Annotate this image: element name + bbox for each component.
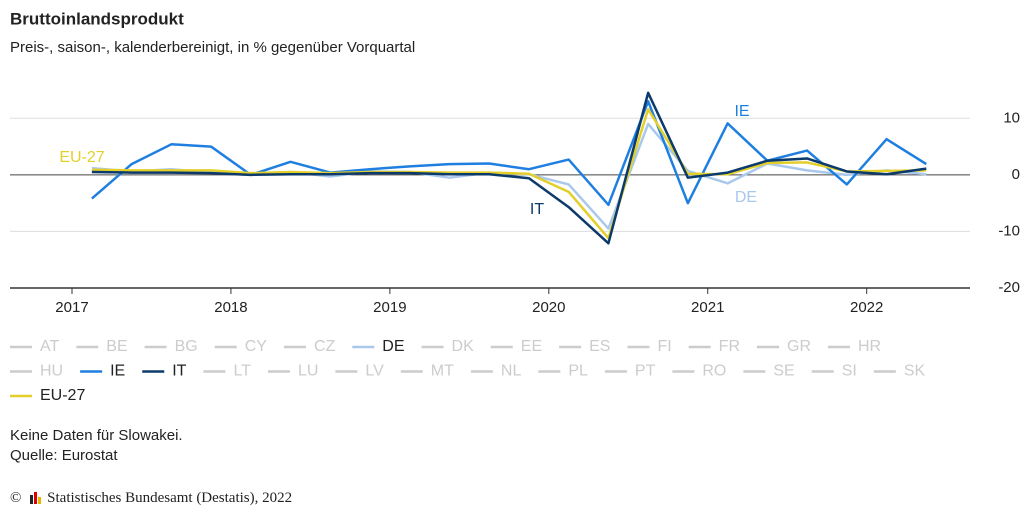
chart-title: Bruttoinlandsprodukt [10, 9, 184, 28]
series-line [91, 107, 927, 240]
series-label: DE [735, 189, 757, 206]
legend-label: SK [904, 363, 926, 380]
series-label: IT [530, 201, 544, 218]
series-label: EU-27 [59, 149, 104, 166]
legend-label: SI [842, 363, 857, 380]
y-tick-label: -10 [998, 222, 1020, 239]
legend-label: FR [719, 338, 740, 355]
legend-label: HU [40, 363, 63, 380]
legend-label: LU [298, 363, 318, 380]
legend-label: ES [589, 338, 610, 355]
legend-label: PL [568, 363, 588, 380]
x-tick-label: 2017 [55, 299, 88, 316]
copyright: © Statistisches Bundesamt (Destatis), 20… [10, 490, 292, 506]
legend-label: PT [635, 363, 656, 380]
legend-label: DE [382, 338, 404, 355]
legend-label: DK [452, 338, 475, 355]
legend-label: AT [40, 338, 59, 355]
legend-label: NL [501, 363, 522, 380]
legend-label: LT [233, 363, 251, 380]
legend-label: GR [787, 338, 811, 355]
series-line [91, 91, 927, 245]
series-label: IE [734, 103, 749, 120]
note: Quelle: Eurostat [10, 447, 118, 464]
y-tick-label: -20 [998, 279, 1020, 296]
legend-label: IE [110, 363, 125, 380]
note: Keine Daten für Slowakei. [10, 427, 183, 444]
x-tick-label: 2021 [691, 299, 724, 316]
legend-label: BE [106, 338, 127, 355]
x-tick-label: 2018 [214, 299, 247, 316]
legend-label: CY [245, 338, 268, 355]
logo [30, 492, 41, 504]
legend-label: EE [521, 338, 542, 355]
y-tick-label: 0 [1012, 166, 1020, 183]
legend-label: LV [365, 363, 384, 380]
legend-label: CZ [314, 338, 336, 355]
x-tick-label: 2020 [532, 299, 565, 316]
legend-label: RO [702, 363, 726, 380]
legend-label: EU-27 [40, 387, 85, 404]
x-tick-label: 2019 [373, 299, 406, 316]
legend-label: IT [172, 363, 186, 380]
legend-label: BG [175, 338, 198, 355]
legend-label: HR [858, 338, 881, 355]
y-tick-label: 10 [1003, 109, 1020, 126]
x-tick-label: 2022 [850, 299, 883, 316]
legend-label: MT [431, 363, 454, 380]
legend-label: FI [657, 338, 671, 355]
legend-label: SE [773, 363, 794, 380]
series-line [91, 100, 927, 207]
chart-subtitle: Preis-, saison-, kalenderbereinigt, in %… [10, 39, 415, 56]
